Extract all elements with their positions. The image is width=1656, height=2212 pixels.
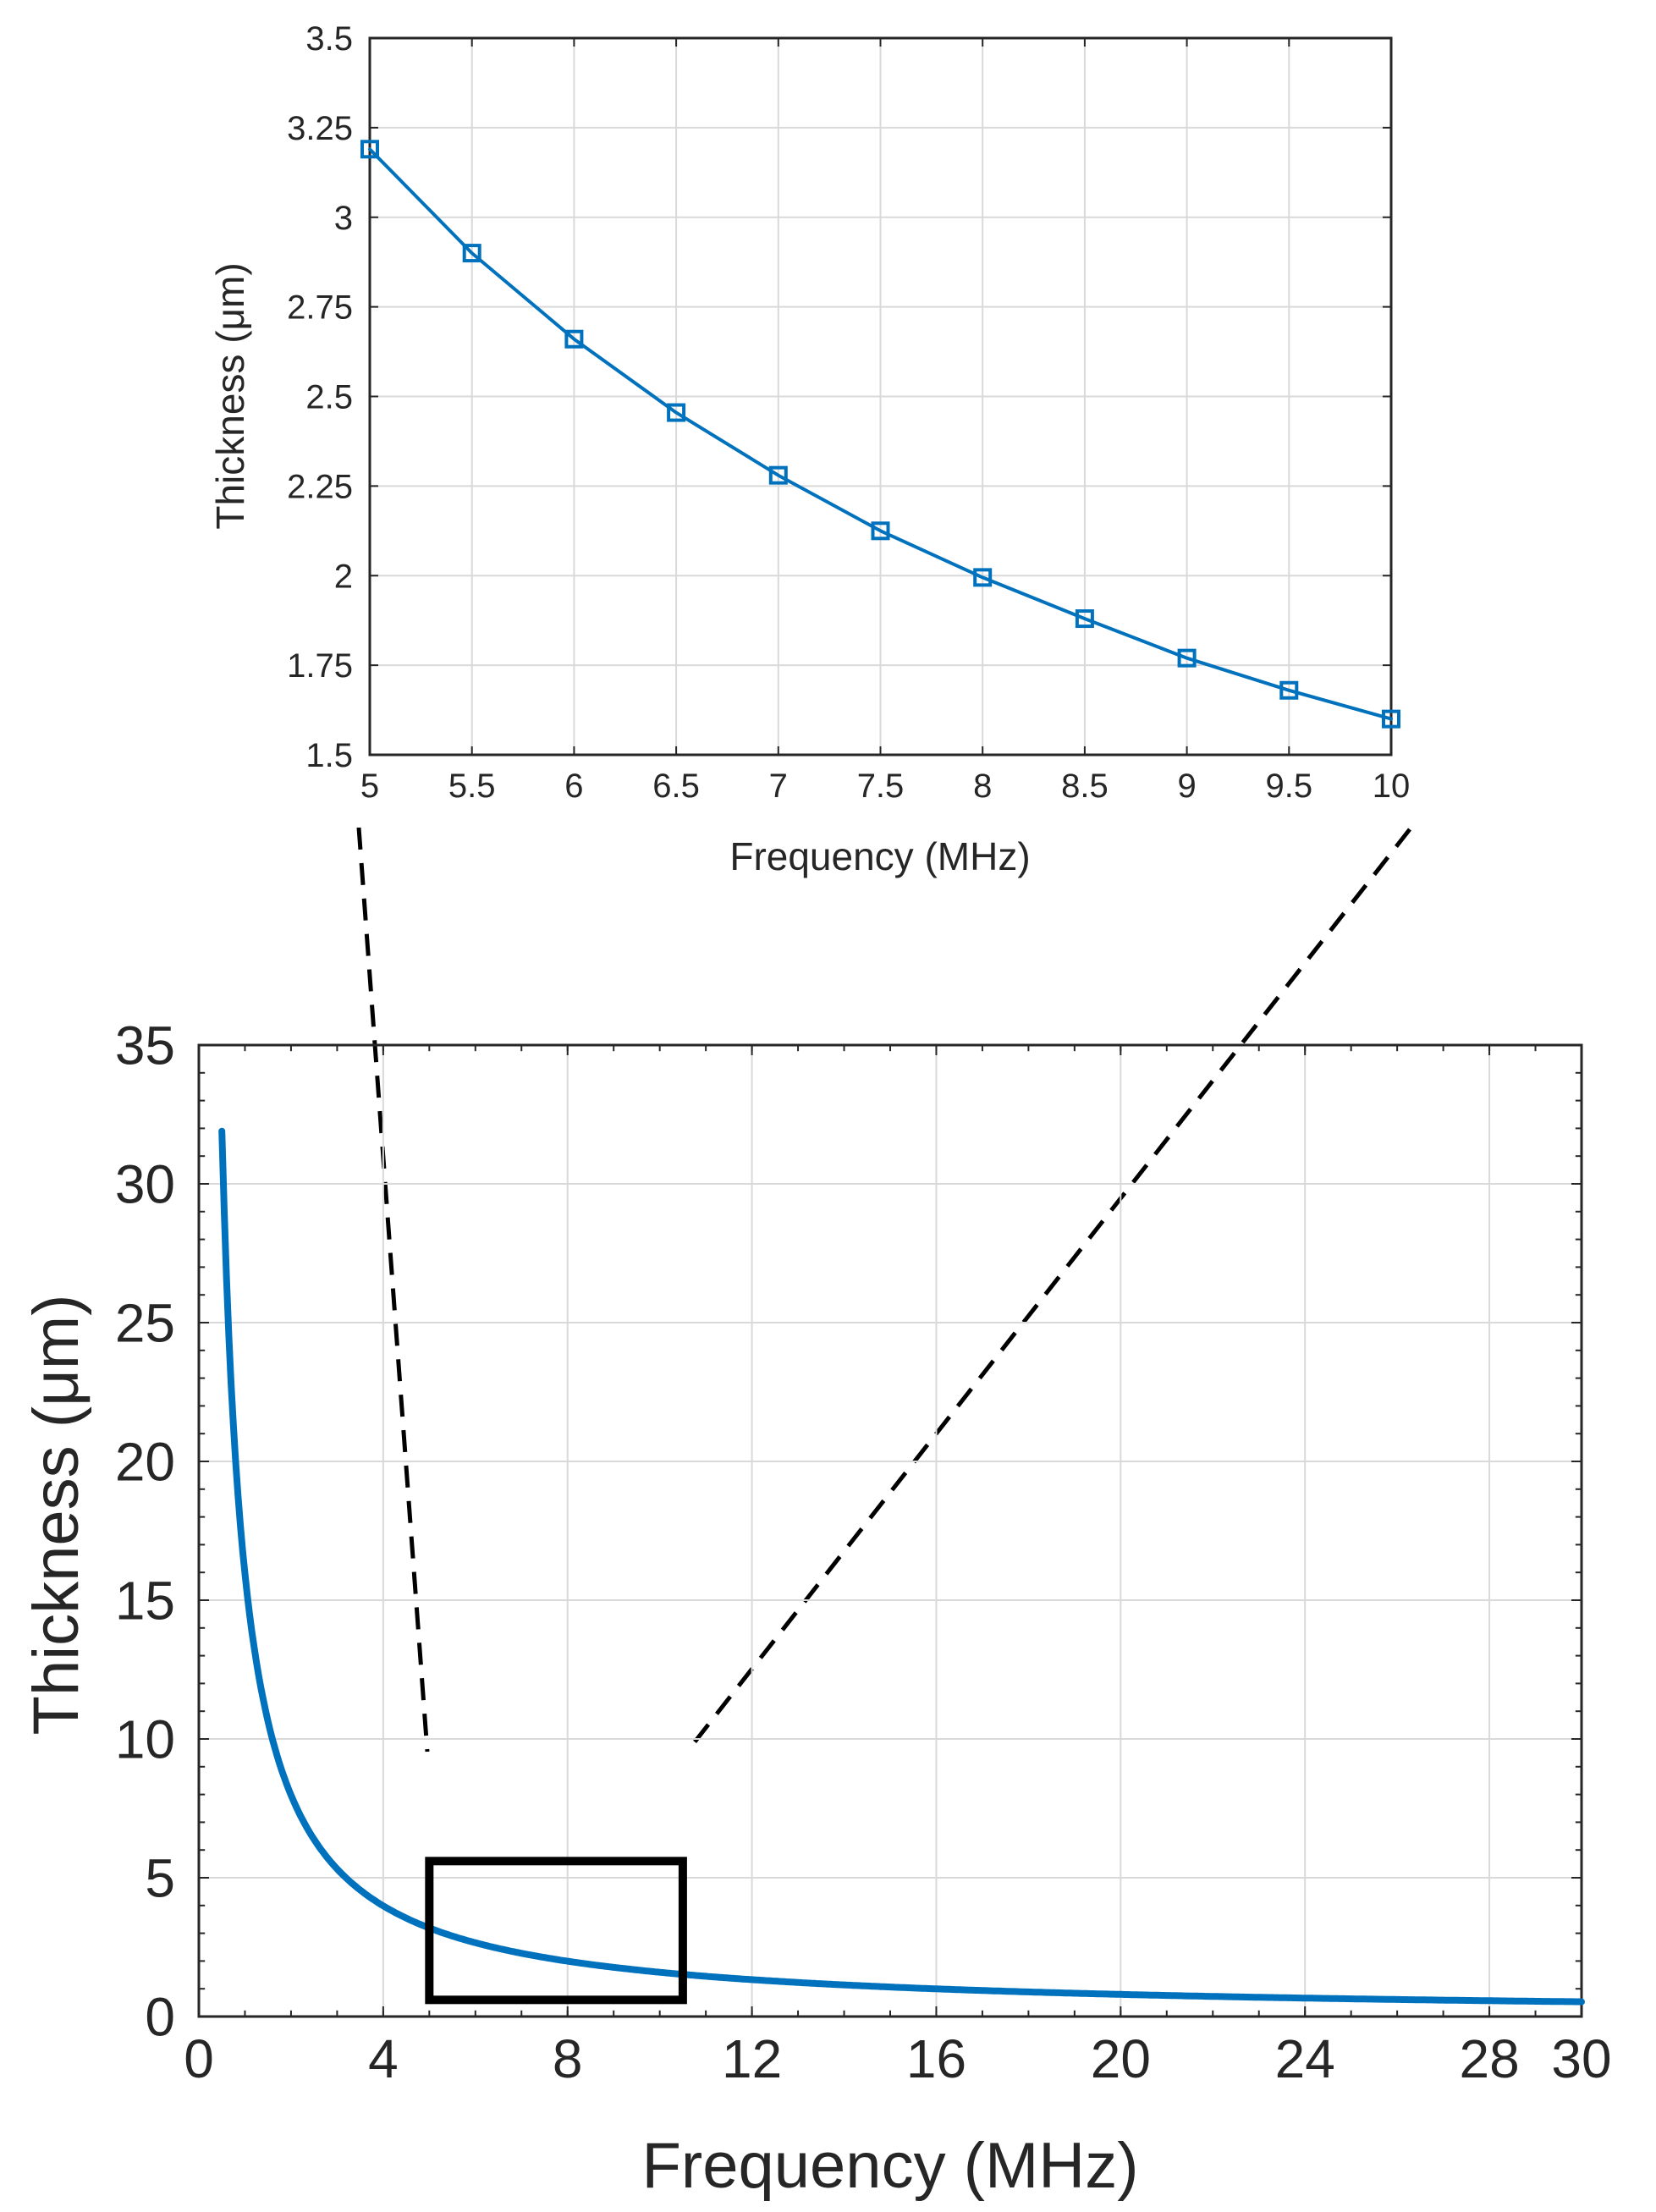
x-tick-label: 9 [1177, 768, 1196, 805]
x-tick-label: 5 [360, 768, 379, 805]
x-tick-label: 12 [722, 2028, 782, 2089]
y-tick-label: 20 [115, 1431, 175, 1492]
y-tick-label: 30 [115, 1153, 175, 1214]
data-point-marker [462, 244, 481, 263]
series-line [368, 147, 1393, 721]
x-tick-label: 6 [564, 768, 583, 805]
main-y-axis-label: Thickness (μm) [20, 1295, 92, 1736]
y-tick-label: 1.75 [287, 647, 353, 685]
inset-series [360, 140, 1400, 729]
y-tick-label: 35 [115, 1015, 175, 1076]
main-series [218, 1127, 1585, 2006]
main-x-axis-label: Frequency (MHz) [642, 2130, 1139, 2202]
inset-ticks [369, 37, 1392, 756]
y-tick-label: 1.5 [305, 737, 353, 774]
data-point-marker [871, 521, 890, 541]
y-tick-label: 2.25 [287, 468, 353, 505]
data-point-marker [1177, 648, 1197, 668]
main-y-tick-labels: 0 5 10 15 20 25 30 35 [115, 1015, 175, 2047]
zoom-connector-left [356, 827, 430, 1753]
data-point-marker [1382, 709, 1400, 729]
y-tick-label: 10 [115, 1709, 175, 1769]
y-tick-label: 3.5 [305, 20, 353, 58]
data-point-marker [360, 140, 379, 159]
y-tick-label: 25 [115, 1292, 175, 1353]
zoom-connectors [356, 827, 1411, 1753]
x-tick-label: 8 [973, 768, 992, 805]
x-tick-label: 20 [1091, 2028, 1151, 2089]
inset-x-tick-labels: 5 5.5 6 6.5 7 7.5 8 8.5 9 9.5 10 [360, 768, 1410, 805]
main-chart: 0 4 8 12 16 20 24 28 30 0 5 10 15 20 25 30 35 Frequency… [20, 1015, 1612, 2202]
series-line [218, 1127, 1585, 2006]
inset-chart: 5 5.5 6 6.5 7 7.5 8 8.5 9 9.5 10 1.5 1.75 2 2.25 2.5 2.… [208, 20, 1410, 878]
x-tick-label: 7 [769, 768, 788, 805]
x-tick-label: 16 [906, 2028, 966, 2089]
y-tick-label: 2.75 [287, 289, 353, 327]
zoom-connector-right [685, 828, 1411, 1753]
x-tick-label: 6.5 [652, 768, 700, 805]
inset-y-tick-labels: 1.5 1.75 2 2.25 2.5 2.75 3 3.25 3.5 [287, 20, 353, 774]
x-tick-label: 8.5 [1061, 768, 1109, 805]
x-tick-label: 5.5 [448, 768, 496, 805]
data-point-marker [1075, 609, 1094, 629]
y-tick-label: 3.25 [287, 110, 353, 147]
x-tick-label: 10 [1373, 768, 1411, 805]
x-tick-label: 30 [1551, 2028, 1611, 2089]
x-tick-label: 24 [1275, 2028, 1335, 2089]
y-tick-label: 5 [145, 1847, 175, 1908]
y-tick-label: 0 [145, 1986, 175, 2047]
main-x-tick-labels: 0 4 8 12 16 20 24 28 30 [184, 2028, 1611, 2089]
inset-y-axis-label: Thickness (μm) [208, 262, 252, 529]
x-tick-label: 7.5 [857, 768, 905, 805]
x-tick-label: 4 [368, 2028, 399, 2089]
y-tick-label: 2 [334, 558, 353, 595]
x-tick-label: 0 [184, 2028, 214, 2089]
x-tick-label: 8 [553, 2028, 583, 2089]
data-point-marker [564, 329, 584, 349]
data-point-marker [1279, 680, 1299, 700]
y-tick-label: 2.5 [305, 379, 353, 416]
inset-x-axis-label: Frequency (MHz) [729, 834, 1030, 878]
x-tick-label: 9.5 [1265, 768, 1312, 805]
y-tick-label: 3 [334, 200, 353, 237]
data-point-marker [667, 403, 686, 422]
main-ticks [198, 1044, 1582, 2017]
data-point-marker [768, 465, 788, 485]
y-tick-label: 15 [115, 1570, 175, 1631]
zoom-region-box [425, 1857, 687, 2005]
x-tick-label: 28 [1459, 2028, 1519, 2089]
data-point-marker [973, 568, 993, 587]
